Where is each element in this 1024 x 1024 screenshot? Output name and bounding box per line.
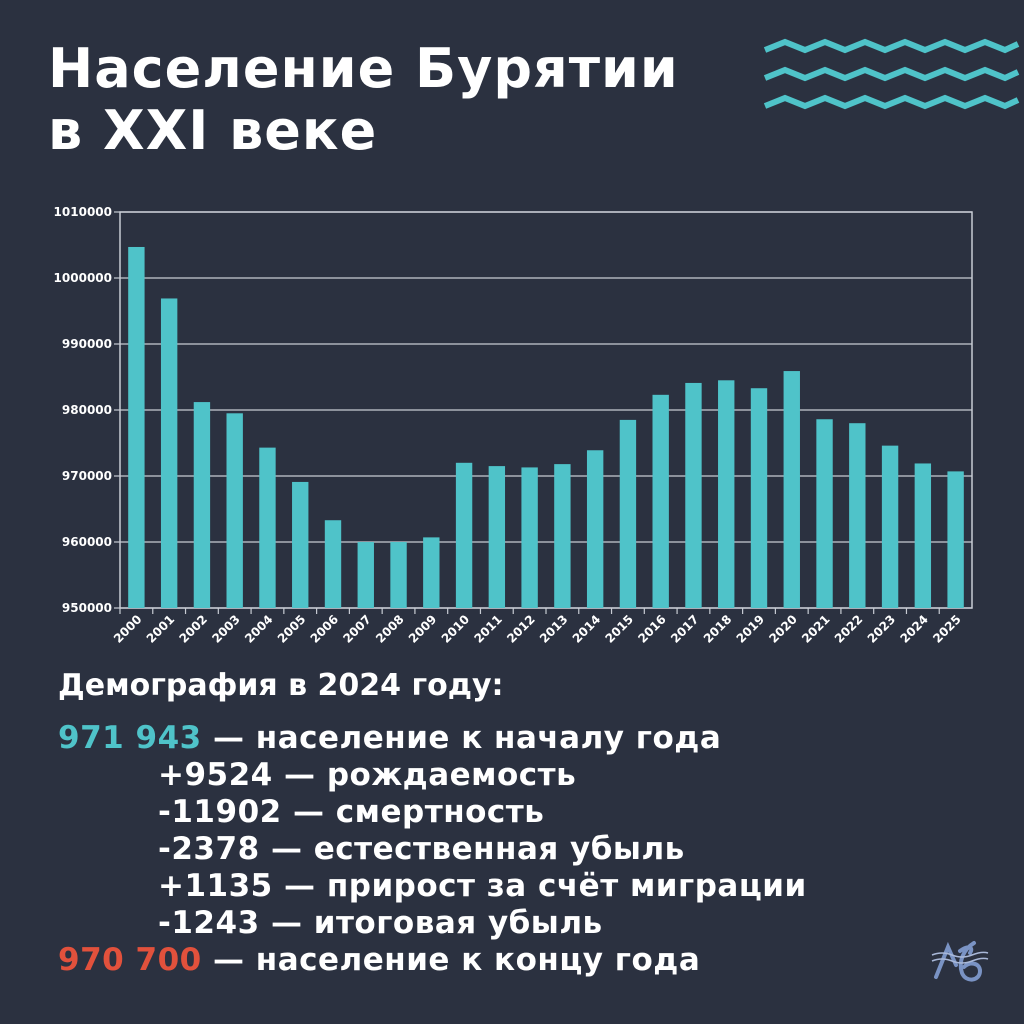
start-population-row: 971 943 — население к началу года: [58, 720, 807, 757]
bar-2020: [783, 371, 800, 608]
x-tick-label: 2006: [308, 612, 342, 646]
y-tick-label: 950000: [62, 601, 112, 615]
end-population-value: 970 700: [58, 942, 202, 978]
death-row: -11902 — смертность: [158, 794, 545, 830]
brand-logo-icon: [931, 941, 989, 982]
bar-2003: [226, 413, 243, 608]
y-tick-label: 990000: [62, 337, 112, 351]
x-tick-label: 2021: [799, 612, 833, 646]
x-tick-label: 2024: [897, 612, 931, 646]
bar-2016: [652, 394, 669, 608]
y-tick-label: 980000: [62, 403, 112, 417]
bar-2015: [619, 419, 637, 608]
bar-2013: [554, 464, 571, 608]
bar-2010: [455, 462, 473, 608]
x-tick-label: 2001: [144, 612, 178, 646]
page-title: Население Бурятии в XXI веке: [48, 38, 679, 162]
x-tick-label: 2016: [635, 612, 669, 646]
bar-2021: [816, 419, 833, 608]
x-tick-label: 2020: [766, 612, 800, 646]
x-tick-label: 2009: [406, 612, 440, 646]
bar-2007: [357, 542, 374, 608]
demography-heading: Демография в 2024 году:: [58, 668, 504, 703]
bar-2001: [160, 298, 178, 608]
x-tick-label: 2002: [177, 612, 211, 646]
x-tick-label: 2004: [242, 612, 276, 646]
x-tick-label: 2011: [471, 612, 505, 646]
start-population-label: — население к началу года: [201, 720, 722, 756]
title-line-1: Население Бурятии: [48, 37, 679, 100]
migration-row: +1135 — прирост за счёт миграции: [158, 868, 807, 904]
total-decrease-row: -1243 — итоговая убыль: [158, 905, 603, 941]
bar-2024: [914, 463, 932, 608]
y-tick-label: 1010000: [54, 205, 112, 219]
bar-2018: [718, 380, 735, 608]
end-population-row: 970 700 — население к концу года: [58, 942, 807, 979]
bar-2008: [390, 542, 407, 608]
x-tick-label: 2018: [701, 612, 735, 646]
population-bar-chart: 950000 960000 970000 980000 990000 1000000 101…: [54, 205, 973, 646]
bar-2000: [128, 246, 145, 609]
x-tick-label: 2015: [603, 612, 637, 646]
x-tick-label: 2003: [209, 612, 243, 646]
bar-2022: [849, 423, 866, 608]
x-tick-label: 2019: [734, 612, 768, 646]
bar-2017: [685, 382, 702, 608]
bar-2004: [259, 447, 276, 608]
x-tick-label: 2010: [439, 612, 473, 646]
x-tick-label: 2014: [570, 612, 604, 646]
demography-stats: 971 943 — население к началу года +9524 …: [58, 720, 807, 979]
x-tick-label: 2023: [865, 612, 899, 646]
y-tick-label: 1000000: [54, 271, 112, 285]
title-line-2: в XXI веке: [48, 99, 378, 162]
x-tick-label: 2025: [930, 612, 964, 646]
bar-2014: [586, 450, 604, 608]
x-tick-label: 2022: [832, 612, 866, 646]
bar-2025: [947, 471, 964, 608]
x-tick-label: 2017: [668, 612, 702, 646]
bar-2005: [292, 481, 309, 608]
bar-2019: [750, 388, 768, 608]
bar-2002: [193, 402, 211, 608]
wave-lines-icon: [763, 38, 1020, 110]
birth-row: +9524 — рождаемость: [158, 757, 577, 793]
bar-2009: [423, 537, 440, 608]
y-tick-label: 970000: [62, 469, 112, 483]
bar-2006: [324, 520, 342, 608]
bar-2011: [488, 466, 506, 608]
x-tick-label: 2012: [504, 612, 538, 646]
end-population-label: — население к концу года: [201, 942, 701, 978]
y-tick-label: 960000: [62, 535, 112, 549]
x-tick-label: 2013: [537, 612, 571, 646]
start-population-value: 971 943: [58, 720, 202, 756]
bar-2023: [881, 445, 899, 608]
natural-decrease-row: -2378 — естественная убыль: [158, 831, 685, 867]
x-tick-label: 2000: [111, 612, 145, 646]
x-tick-label: 2005: [275, 612, 309, 646]
bar-2012: [521, 467, 538, 608]
x-tick-label: 2007: [340, 612, 374, 646]
x-tick-label: 2008: [373, 612, 407, 646]
